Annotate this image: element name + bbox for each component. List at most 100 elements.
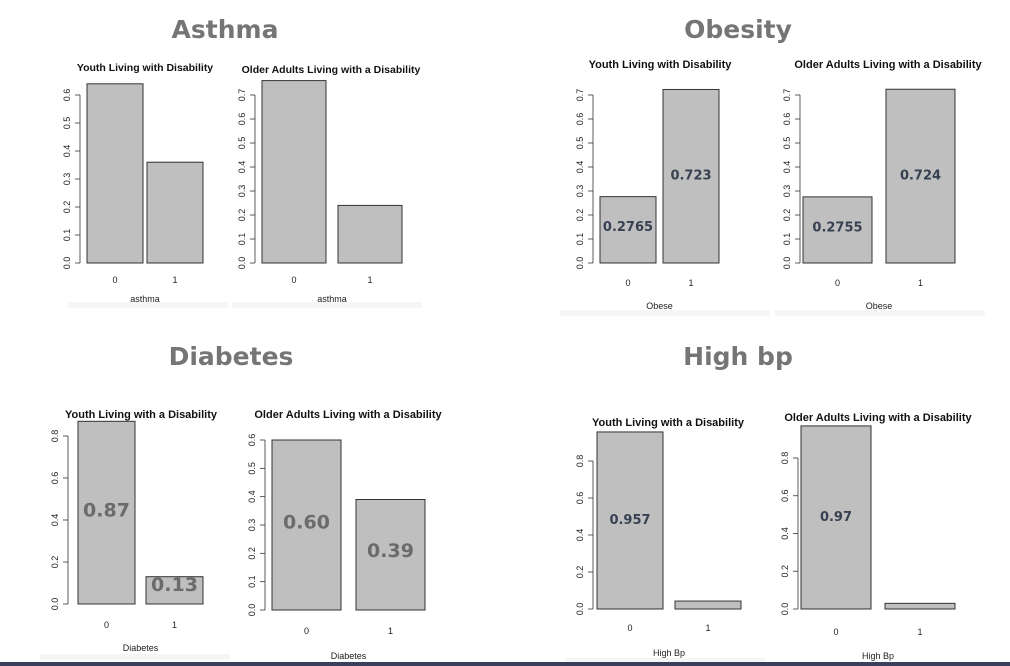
chart-asthma-older: Older Adults Living with a Disability 0.0…: [237, 64, 421, 304]
y-tick-label: 0.2: [237, 209, 247, 222]
section-title-high-bp: High bp: [683, 342, 793, 371]
y-tick-label: 0.6: [237, 113, 247, 126]
y-tick-label: 0.6: [575, 113, 585, 126]
y-tick-label: 0.0: [247, 604, 257, 617]
y-tick-label: 0.5: [247, 462, 257, 475]
data-label: 0.2755: [812, 220, 862, 235]
chart-highbp-youth: Youth Living with a Disability 0.0 0.2 0.4 0…: [575, 417, 745, 658]
chart-asthma-youth: Youth Living with Disability 0.0 0.1 0.2 0.3…: [62, 62, 213, 304]
x-category-label: 0: [625, 278, 630, 288]
data-label: 0.87: [83, 499, 130, 521]
y-tick-label: 0.4: [575, 529, 585, 542]
x-axis-label: High Bp: [653, 648, 685, 658]
y-tick-label: 0.6: [62, 89, 72, 102]
chart-obesity-youth: Youth Living with Disability 0.0 0.1 0.2 0.3…: [575, 59, 732, 311]
y-tick-label: 0.8: [575, 455, 585, 468]
x-category-label: 0: [291, 275, 296, 285]
x-category-label: 1: [705, 623, 710, 633]
y-tick-label: 0.6: [247, 434, 257, 447]
y-tick-label: 0.3: [782, 185, 792, 198]
bar-1: [674, 600, 742, 610]
bar-1: [884, 602, 956, 610]
bar-0: [599, 196, 657, 264]
x-category-label: 1: [388, 626, 393, 636]
data-label: 0.723: [670, 169, 711, 184]
x-axis-label: Diabetes: [123, 643, 159, 653]
y-tick-label: 0.2: [62, 201, 72, 214]
y-tick-label: 0.8: [780, 452, 790, 465]
y-tick-label: 0.2: [782, 209, 792, 222]
data-label: 0.97: [820, 510, 852, 525]
bar-1: [355, 499, 426, 611]
chart-title: Older Adults Living with a Disability: [242, 64, 421, 76]
bar-1: [337, 204, 403, 264]
y-tick-label: 0.7: [237, 89, 247, 102]
x-category-label: 0: [112, 275, 117, 285]
x-category-label: 1: [917, 627, 922, 637]
chart-diabetes-youth: Youth Living with a Disability 0.0 0.2 0.4 0…: [50, 409, 218, 653]
y-tick-label: 0.0: [575, 603, 585, 616]
y-tick-label: 0.1: [575, 233, 585, 246]
y-tick-label: 0.0: [62, 257, 72, 270]
y-tick-label: 0.3: [62, 173, 72, 186]
y-tick-label: 0.4: [237, 161, 247, 174]
data-label: 0.39: [367, 540, 414, 562]
y-tick-label: 0.0: [237, 257, 247, 270]
y-tick-label: 0.2: [780, 565, 790, 578]
y-tick-label: 0.4: [247, 490, 257, 503]
y-tick-label: 0.3: [237, 185, 247, 198]
bar-1: [885, 88, 956, 264]
y-tick-label: 0.0: [780, 603, 790, 616]
x-axis-label: High Bp: [862, 651, 894, 661]
y-tick-label: 0.0: [575, 257, 585, 270]
data-label: 0.2765: [603, 220, 653, 235]
bar-0: [596, 431, 664, 610]
data-label: 0.60: [283, 511, 330, 533]
chart-title: Older Adults Living with a Disability: [254, 409, 442, 421]
chart-highbp-older: Older Adults Living with a Disability 0.0…: [780, 412, 972, 661]
bottom-bar: [0, 662, 1010, 666]
y-tick-label: 0.6: [575, 492, 585, 505]
x-axis-label: asthma: [317, 294, 347, 304]
chart-title: Older Adults Living with a Disability: [794, 59, 982, 71]
y-tick-label: 0.6: [50, 472, 60, 485]
y-tick-label: 0.5: [237, 137, 247, 150]
section-title-diabetes: Diabetes: [168, 342, 294, 371]
x-category-label: 1: [367, 275, 372, 285]
y-tick-label: 0.2: [575, 209, 585, 222]
y-tick-label: 0.4: [50, 514, 60, 527]
y-tick-label: 0.5: [575, 137, 585, 150]
chart-title: Youth Living with a Disability: [65, 409, 218, 421]
y-tick-label: 0.1: [782, 233, 792, 246]
bar-0: [77, 420, 136, 605]
y-tick-label: 0.4: [575, 161, 585, 174]
bar-1: [146, 161, 204, 264]
bar-1: [145, 576, 204, 605]
x-category-label: 0: [104, 620, 109, 630]
x-category-label: 1: [688, 278, 693, 288]
y-tick-label: 0.5: [782, 137, 792, 150]
bar-0: [86, 83, 144, 264]
chart-obesity-older: Older Adults Living with a Disability 0.0…: [782, 59, 982, 311]
data-label: 0.724: [900, 169, 941, 184]
y-tick-label: 0.1: [247, 575, 257, 588]
y-tick-label: 0.6: [782, 113, 792, 126]
y-tick-label: 0.0: [782, 257, 792, 270]
section-title-asthma: Asthma: [171, 15, 279, 44]
y-tick-label: 0.4: [782, 161, 792, 174]
x-axis-label: Obese: [646, 301, 673, 311]
data-label: 0.13: [151, 574, 198, 596]
bar-0: [800, 425, 872, 610]
bar-0: [802, 196, 873, 264]
y-tick-label: 0.7: [575, 89, 585, 102]
y-tick-label: 0.7: [782, 89, 792, 102]
chart-title: Youth Living with Disability: [77, 62, 213, 74]
y-tick-label: 0.4: [780, 527, 790, 540]
x-category-label: 1: [918, 278, 923, 288]
x-axis-label: Diabetes: [331, 651, 367, 661]
chart-diabetes-older: Older Adults Living with a Disability 0.0…: [247, 409, 442, 661]
x-axis-label: asthma: [130, 294, 160, 304]
bar-0: [261, 80, 327, 264]
y-tick-label: 0.4: [62, 145, 72, 158]
y-tick-label: 0.6: [780, 489, 790, 502]
